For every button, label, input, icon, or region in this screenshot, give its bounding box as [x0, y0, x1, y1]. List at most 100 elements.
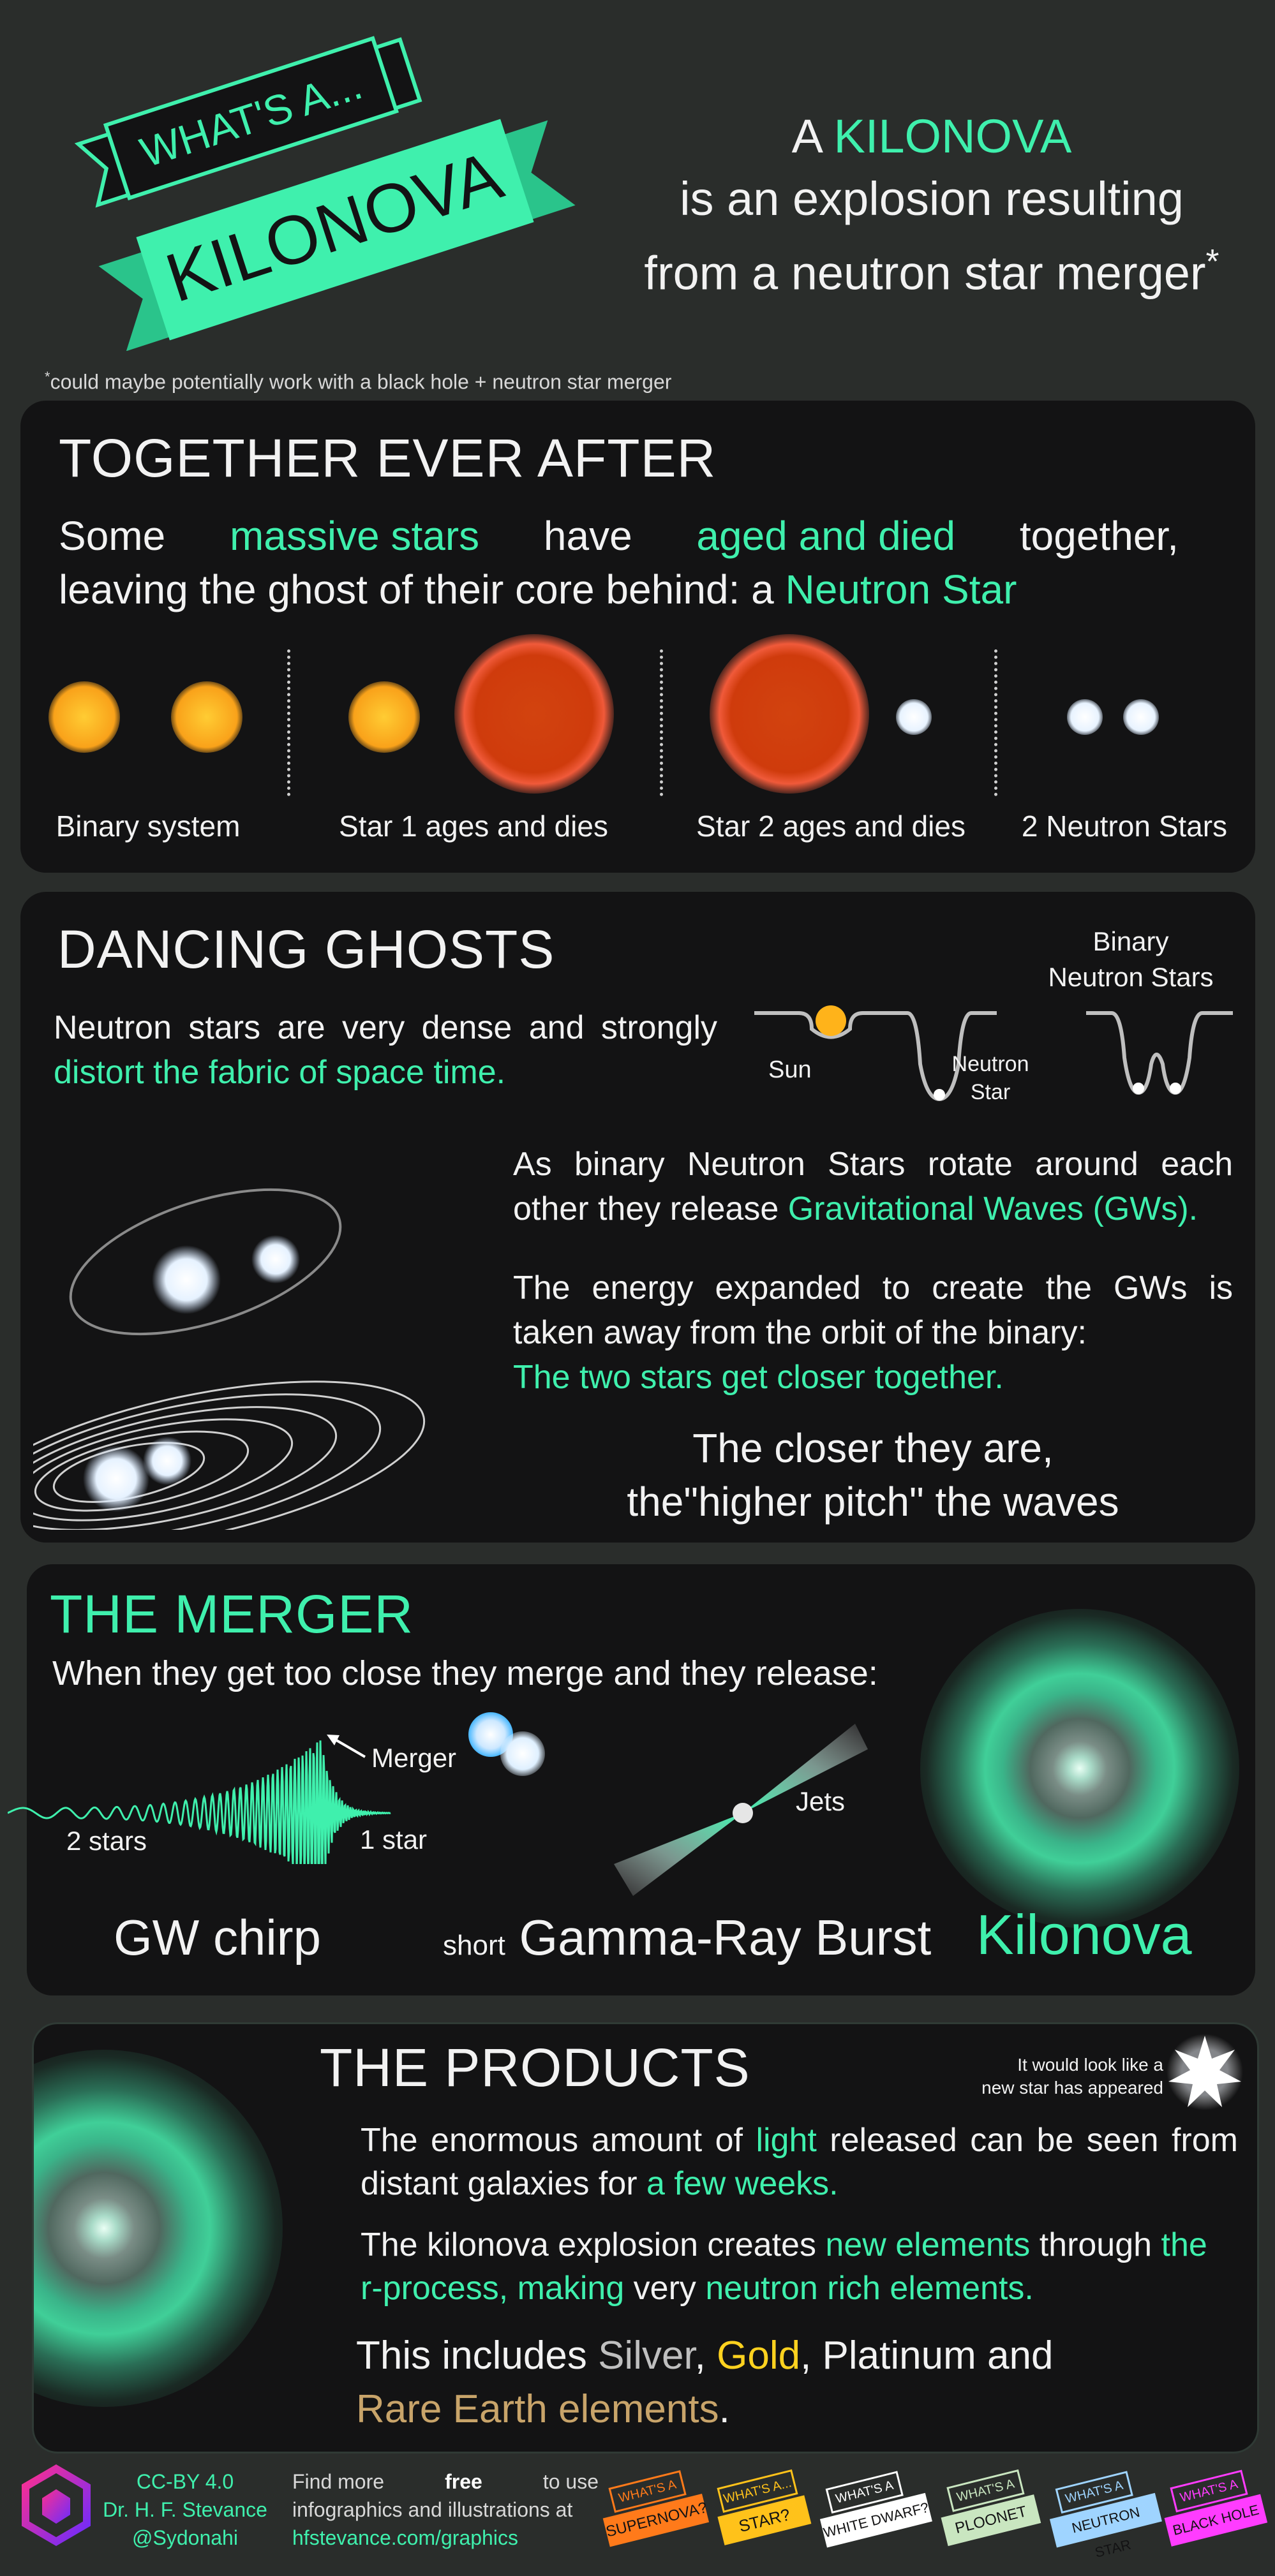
badge-supernova[interactable]: WHAT'S A SUPERNOVA?: [596, 2466, 712, 2559]
star2-red-giant: [710, 634, 869, 794]
dancing-p4-line2: the"higher pitch" the waves: [627, 1479, 1119, 1525]
products-p2-new: new elements: [825, 2226, 1031, 2263]
products-p3-comma: ,: [694, 2334, 717, 2378]
neutron-star-1: [1067, 699, 1103, 735]
separator: [287, 649, 290, 796]
footnote-star: *: [45, 369, 50, 385]
products-p2-r: the r-process, making: [361, 2226, 1207, 2307]
badge-black-hole[interactable]: WHAT'S A BLACK HOLE: [1158, 2467, 1271, 2559]
panel-products: THE PRODUCTS It would look like a new st…: [32, 2022, 1259, 2454]
caption-short: short: [443, 1930, 505, 1961]
label-binary-neutron-stars: Binary Neutron Stars: [1016, 924, 1246, 995]
headline-asterisk: *: [1205, 242, 1219, 281]
footer-find-b: to use: [542, 2470, 599, 2493]
label-neutron-star: Neutron Star: [927, 1050, 1054, 1106]
badge-star[interactable]: WHAT'S A... STAR?: [711, 2468, 814, 2558]
neutron-star-2: [1123, 699, 1159, 735]
label-2-stars: 2 stars: [66, 1826, 147, 1856]
together-together: together,: [1019, 513, 1179, 559]
products-p2-c: very: [624, 2270, 706, 2307]
label-binary-2: Neutron Stars: [1048, 962, 1214, 992]
footnote-text: could maybe potentially work with a blac…: [50, 370, 672, 394]
together-title: TOGETHER EVER AFTER: [59, 428, 717, 488]
panel-dancing-ghosts: DANCING GHOSTS Neutron stars are very de…: [20, 892, 1255, 1543]
footer-url-link[interactable]: hfstevance.com/graphics: [292, 2526, 518, 2549]
new-star-note-1: It would look like a: [1017, 2055, 1163, 2075]
dancing-p3: The energy expanded to create the GWs is…: [513, 1266, 1233, 1400]
products-p1-a: The enormous amount of: [361, 2122, 756, 2159]
products-p3-b: , Platinum and: [800, 2334, 1054, 2378]
footer-find-free: free: [445, 2470, 482, 2493]
products-p2-rich: neutron rich elements.: [705, 2270, 1034, 2307]
label-1-star: 1 star: [360, 1825, 428, 1854]
products-p3-dot: .: [719, 2387, 730, 2431]
footer-find-a: Find more: [292, 2470, 385, 2493]
panel-merger: THE MERGER When they get too close they …: [8, 1564, 1255, 1995]
new-star-note-2: new star has appeared: [981, 2078, 1163, 2098]
dancing-p2-b: Gravitational Waves (GWs).: [787, 1190, 1198, 1227]
headline-line2: is an explosion resulting: [680, 172, 1184, 225]
dancing-p2-a: As binary Neutron Stars rotate around ea…: [513, 1146, 1233, 1227]
label-jets: Jets: [796, 1786, 846, 1816]
dancing-p1: Neutron stars are very dense and strongl…: [54, 1005, 717, 1095]
label-neutron-star-1: Neutron: [951, 1052, 1029, 1076]
kilonova-glow-products: [34, 2050, 283, 2407]
dancing-p2: As binary Neutron Stars rotate around ea…: [513, 1142, 1233, 1231]
ribbon-logo: WHAT'S A... KILONOVA: [74, 36, 576, 351]
new-star-burst-icon: [1167, 2034, 1243, 2110]
footnote: *could maybe potentially work with a bla…: [45, 369, 671, 394]
footer-handle: @Sydonahi: [132, 2526, 238, 2549]
dancing-p4-line1: The closer they are,: [692, 1425, 1054, 1471]
star1-yellow: [348, 681, 420, 753]
footer-author: Dr. H. F. Stevance: [103, 2498, 267, 2521]
label-neutron-star-2: Star: [970, 1080, 1011, 1104]
merger-title: THE MERGER: [50, 1584, 414, 1644]
footer-credits: CC-BY 4.0 Dr. H. F. Stevance @Sydonahi: [89, 2468, 281, 2552]
badge-white-dwarf[interactable]: WHAT'S A WHITE DWARF?: [813, 2466, 936, 2560]
together-massive: massive stars: [229, 513, 480, 559]
label-star1-dies: Star 1 ages and dies: [339, 810, 608, 843]
separator: [994, 649, 997, 796]
author-logo-icon: [22, 2464, 91, 2546]
dancing-p4: The closer they are, the"higher pitch" t…: [513, 1421, 1233, 1529]
new-star-note: It would look like a new star has appear…: [876, 2054, 1163, 2099]
caption-kilonova: Kilonova: [976, 1903, 1192, 1966]
label-2-neutron-stars: 2 Neutron Stars: [1021, 810, 1228, 843]
merging-star-2: [500, 1731, 545, 1776]
caption-gw-chirp: GW chirp: [114, 1909, 322, 1965]
products-p1-b: released can be seen from distant galaxi…: [361, 2122, 1238, 2202]
dancing-p3-b: The two stars get closer together.: [513, 1359, 1004, 1396]
label-star2-dies: Star 2 ages and dies: [696, 810, 966, 843]
orbit-illustration: [33, 1188, 426, 1530]
products-p2: The kilonova explosion creates new eleme…: [361, 2223, 1238, 2310]
badge-ploonet[interactable]: WHAT'S A PLOONET: [934, 2467, 1044, 2558]
badge-neutron-star[interactable]: WHAT'S A NEUTRON STAR: [1043, 2466, 1165, 2561]
together-aged: aged and died: [696, 513, 956, 559]
dancing-title: DANCING GHOSTS: [57, 919, 555, 979]
dancing-p1-a: Neutron stars are very dense and strongl…: [54, 1009, 717, 1046]
dancing-p1-b: distort the fabric of space time.: [54, 1054, 506, 1091]
together-have: have: [543, 513, 632, 559]
panel-together: TOGETHER EVER AFTER Some massive stars h…: [20, 401, 1255, 873]
star1-red-giant: [454, 634, 614, 794]
products-p3-a: This includes: [356, 2334, 599, 2378]
products-p2-a: The kilonova explosion creates: [361, 2226, 826, 2263]
label-binary-system: Binary system: [56, 810, 241, 843]
label-binary-1: Binary: [1092, 926, 1169, 956]
headline-line3: from a neutron star merger: [644, 246, 1206, 300]
together-some: Some: [59, 513, 166, 559]
star2-neutron-star: [896, 699, 932, 735]
binary-star-2: [171, 681, 242, 753]
products-title: THE PRODUCTS: [320, 2038, 750, 2098]
together-neutron: Neutron Star: [785, 566, 1017, 612]
kilonova-glow: [920, 1609, 1239, 1928]
products-p3-rare: Rare Earth elements: [356, 2387, 719, 2431]
headline: A KILONOVA is an explosion resulting fro…: [600, 105, 1264, 305]
products-p1-light: light: [756, 2122, 817, 2159]
spacetime-diagram: [754, 1005, 1233, 1102]
caption-gamma-ray-burst: Gamma-Ray Burst: [519, 1909, 932, 1965]
together-line2: leaving the ghost of their core behind: …: [59, 566, 786, 612]
grb-jets: [614, 1724, 868, 1896]
footer-find-more: Find more free to use infographics and i…: [292, 2468, 599, 2552]
headline-kilonova: KILONOVA: [833, 110, 1072, 163]
